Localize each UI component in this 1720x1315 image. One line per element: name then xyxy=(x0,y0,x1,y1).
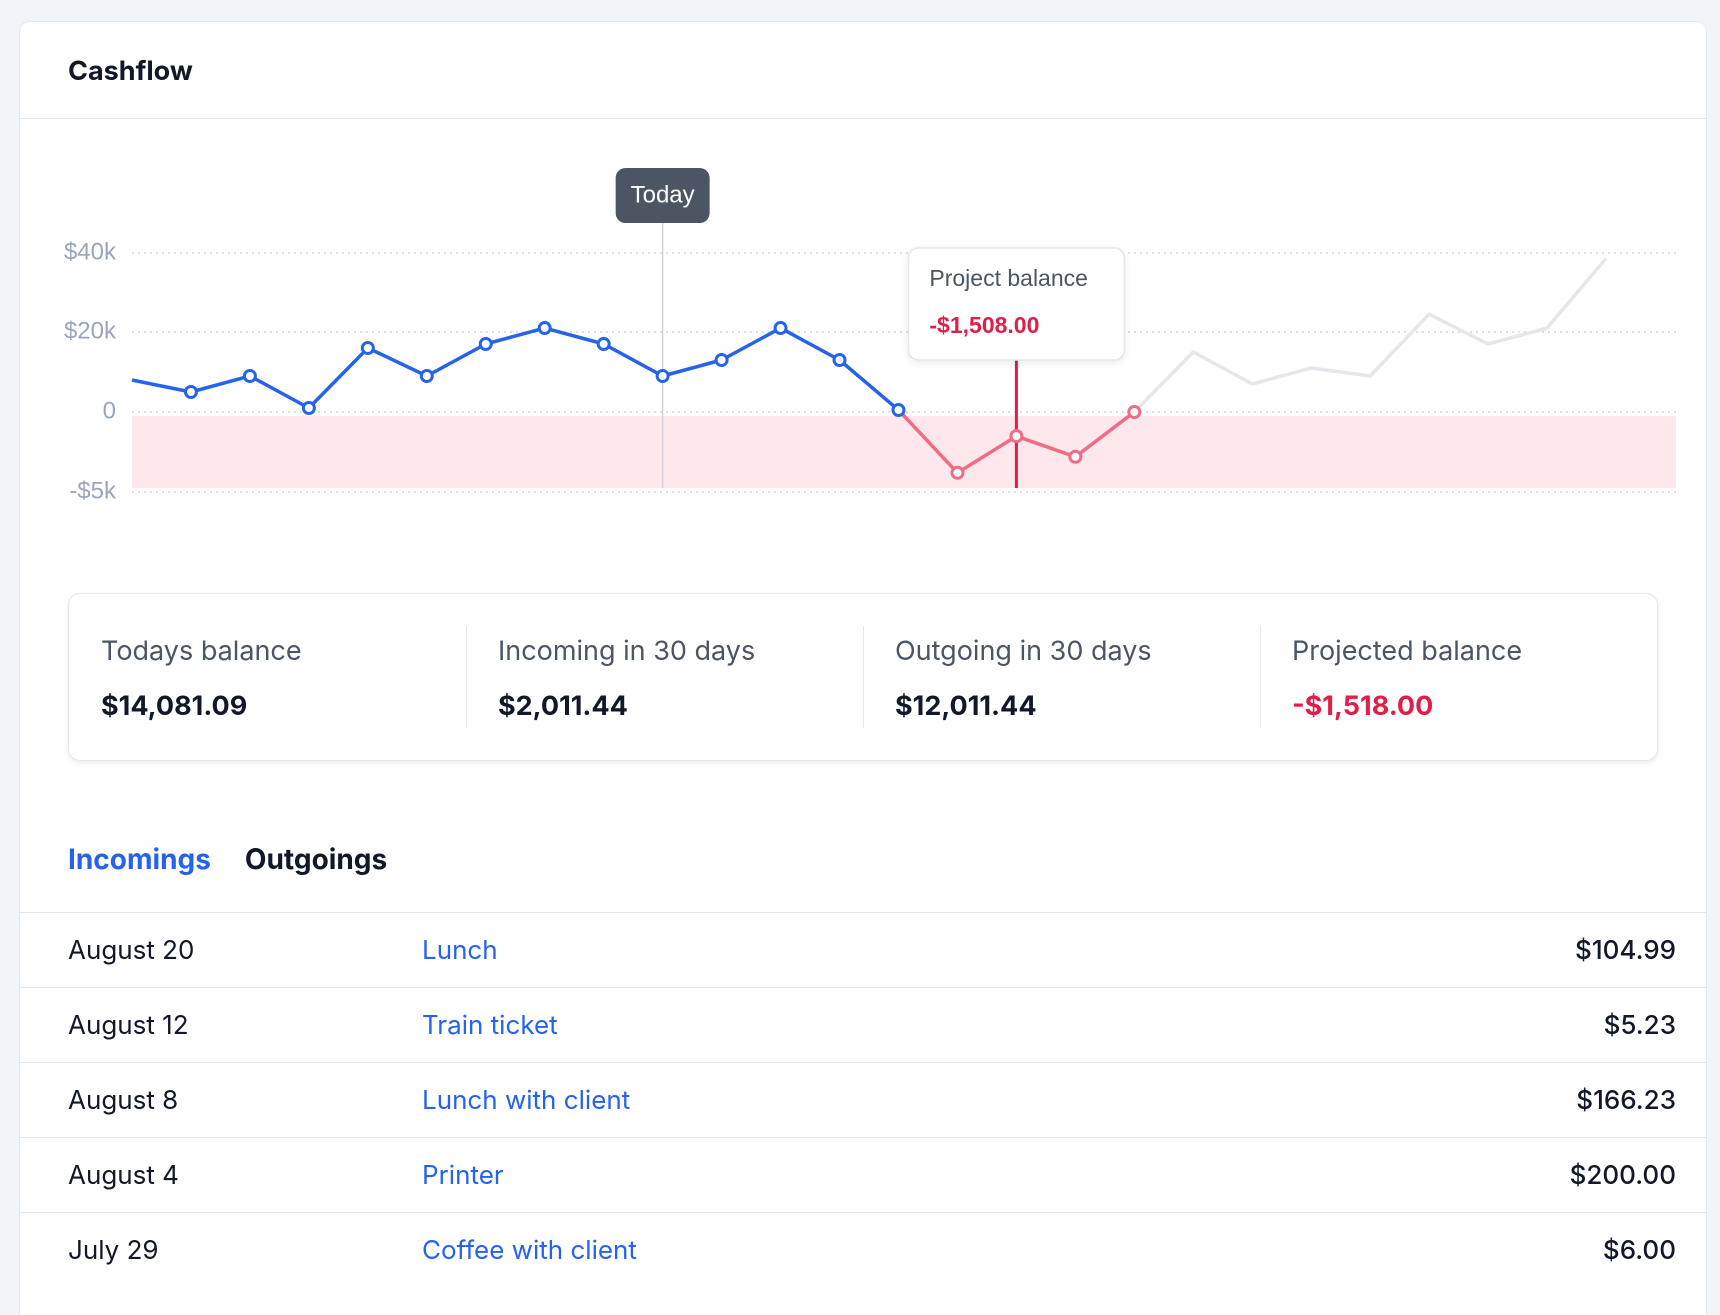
row-description[interactable]: Lunch with client xyxy=(422,1085,631,1116)
series-line xyxy=(1133,257,1608,414)
row-amount: $200.00 xyxy=(1569,1160,1676,1191)
y-tick-label: -$5k xyxy=(69,477,117,504)
series-line xyxy=(131,326,900,412)
table-row: August 12 Train ticket $5.23 xyxy=(20,987,1706,1062)
row-date: August 20 xyxy=(68,935,195,966)
summary-cell: Incoming in 30 days $2,011.44 xyxy=(466,594,863,760)
tooltip-title: Project balance xyxy=(929,265,1088,291)
transactions-table: August 20 Lunch $104.99 August 12 Train tick… xyxy=(20,912,1706,1287)
point-marker xyxy=(1127,405,1142,419)
point-marker xyxy=(714,353,729,367)
row-amount: $6.00 xyxy=(1602,1235,1676,1266)
table-row: August 20 Lunch $104.99 xyxy=(20,912,1706,987)
summary-value: -$1,518.00 xyxy=(1292,689,1434,722)
tab[interactable]: Outgoings xyxy=(244,842,388,876)
row-amount: $104.99 xyxy=(1575,935,1676,966)
today-badge xyxy=(615,168,710,223)
point-marker xyxy=(360,341,375,355)
point-marker xyxy=(478,337,493,351)
point-marker xyxy=(1068,449,1083,464)
tab[interactable]: Incomings xyxy=(68,842,211,876)
point-marker xyxy=(242,369,257,383)
row-amount: $166.23 xyxy=(1576,1085,1676,1116)
card-header: Cashflow xyxy=(20,22,1706,119)
negative-band xyxy=(132,416,1676,488)
y-tick-label: $40k xyxy=(64,238,117,265)
row-description[interactable]: Train ticket xyxy=(422,1010,558,1041)
row-date: August 12 xyxy=(68,1010,189,1041)
chart: $40k $20k 0 -$5k Today Project balance -$1,508… xyxy=(64,168,1676,504)
card-title: Cashflow xyxy=(68,54,193,87)
point-marker xyxy=(891,403,906,417)
point-marker xyxy=(773,321,788,336)
y-tick-label: $20k xyxy=(64,317,117,344)
summary-label: Projected balance xyxy=(1292,634,1523,667)
point-marker xyxy=(419,369,434,383)
summary-cell: Projected balance -$1,518.00 xyxy=(1260,594,1657,760)
summary-cell: Outgoing in 30 days $12,011.44 xyxy=(863,594,1260,760)
summary-value: $2,011.44 xyxy=(498,689,628,722)
row-description[interactable]: Lunch xyxy=(422,935,498,966)
y-tick-label: 0 xyxy=(103,397,116,424)
row-date: August 4 xyxy=(68,1160,179,1191)
summary-label: Incoming in 30 days xyxy=(498,634,756,667)
point-marker xyxy=(832,353,847,367)
summary-label: Todays balance xyxy=(101,634,302,667)
row-date: August 8 xyxy=(68,1085,179,1116)
cashflow-card: Cashflow $40k $20k 0 -$5k Today Project balan… xyxy=(19,21,1707,1315)
summary-cell: Todays balance $14,081.09 xyxy=(69,594,466,760)
table-row: July 29 Coffee with client $6.00 xyxy=(20,1212,1706,1287)
row-amount: $5.23 xyxy=(1603,1010,1676,1041)
summary-panel: Todays balance $14,081.09 Incoming in 30 d… xyxy=(68,593,1658,761)
tooltip: Project balance -$1,508.00 xyxy=(907,247,1126,361)
point-marker xyxy=(596,337,611,351)
tabs: Incomings Outgoings xyxy=(68,842,387,876)
point-marker xyxy=(1009,429,1024,444)
tooltip-value: -$1,508.00 xyxy=(929,312,1039,338)
point-marker xyxy=(950,465,965,480)
point-marker xyxy=(301,401,316,415)
table-row: August 8 Lunch with client $166.23 xyxy=(20,1062,1706,1137)
point-marker xyxy=(183,385,198,399)
tooltip-box xyxy=(907,247,1126,361)
row-date: July 29 xyxy=(68,1235,159,1266)
row-description[interactable]: Printer xyxy=(422,1160,504,1191)
summary-value: $14,081.09 xyxy=(101,689,248,722)
summary-label: Outgoing in 30 days xyxy=(895,634,1152,667)
summary-value: $12,011.44 xyxy=(895,689,1037,722)
row-description[interactable]: Coffee with client xyxy=(422,1235,637,1266)
point-marker xyxy=(655,369,670,383)
table-row: August 4 Printer $200.00 xyxy=(20,1137,1706,1212)
today-label: Today xyxy=(631,181,695,208)
point-marker xyxy=(537,321,552,336)
